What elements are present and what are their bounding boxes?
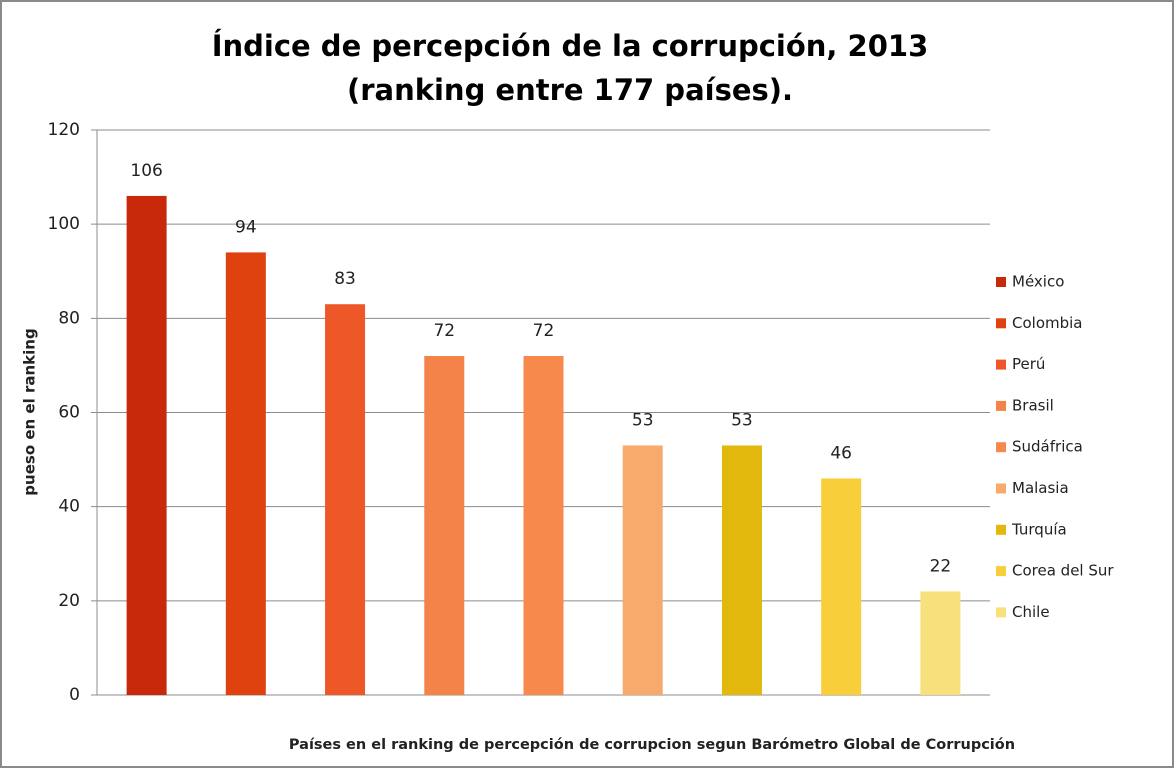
legend-swatch — [996, 524, 1006, 535]
legend-swatch — [996, 442, 1006, 453]
y-tick-label: 20 — [58, 591, 80, 611]
legend-swatch — [996, 359, 1006, 370]
bar — [523, 356, 564, 695]
y-tick-label: 60 — [58, 403, 80, 423]
data-label: 46 — [830, 443, 852, 463]
legend-label: Colombia — [1012, 314, 1083, 332]
y-axis-label: pueso en el ranking — [21, 328, 39, 495]
bar — [126, 195, 167, 695]
data-label: 94 — [235, 217, 257, 237]
bar — [721, 445, 762, 695]
legend-label: México — [1012, 273, 1064, 291]
data-label: 22 — [930, 556, 952, 576]
data-label: 106 — [130, 161, 162, 181]
legend-label: Perú — [1012, 355, 1045, 373]
bar — [920, 591, 961, 695]
bar — [424, 356, 465, 695]
chart-title: Índice de percepción de la corrupción, 2… — [211, 29, 929, 107]
bar — [821, 478, 862, 695]
legend-swatch — [996, 400, 1006, 411]
bar — [325, 304, 366, 695]
legend-swatch — [996, 318, 1006, 329]
legend-label: Corea del Sur — [1012, 562, 1114, 580]
y-tick-label: 100 — [48, 214, 80, 234]
legend-label: Malasia — [1012, 479, 1069, 497]
legend-label: Brasil — [1012, 396, 1054, 414]
y-tick-label: 120 — [48, 120, 80, 140]
legend-swatch — [996, 483, 1006, 494]
legend-label: Sudáfrica — [1012, 438, 1083, 456]
legend-swatch — [996, 277, 1006, 287]
legend-label: Turquía — [1011, 520, 1067, 538]
data-label: 83 — [334, 269, 356, 289]
legend-label: Chile — [1012, 603, 1050, 621]
legend-swatch — [996, 607, 1006, 618]
data-label: 53 — [731, 410, 753, 430]
legend-swatch — [996, 566, 1006, 577]
bar — [622, 445, 663, 695]
x-axis-label: Países en el ranking de percepción de co… — [289, 737, 1015, 753]
y-tick-label: 0 — [69, 685, 80, 705]
data-label: 53 — [632, 410, 654, 430]
y-tick-label: 40 — [58, 497, 80, 517]
data-label: 72 — [533, 321, 555, 341]
bar — [225, 252, 266, 695]
data-label: 72 — [433, 321, 455, 341]
y-tick-label: 80 — [58, 308, 80, 328]
